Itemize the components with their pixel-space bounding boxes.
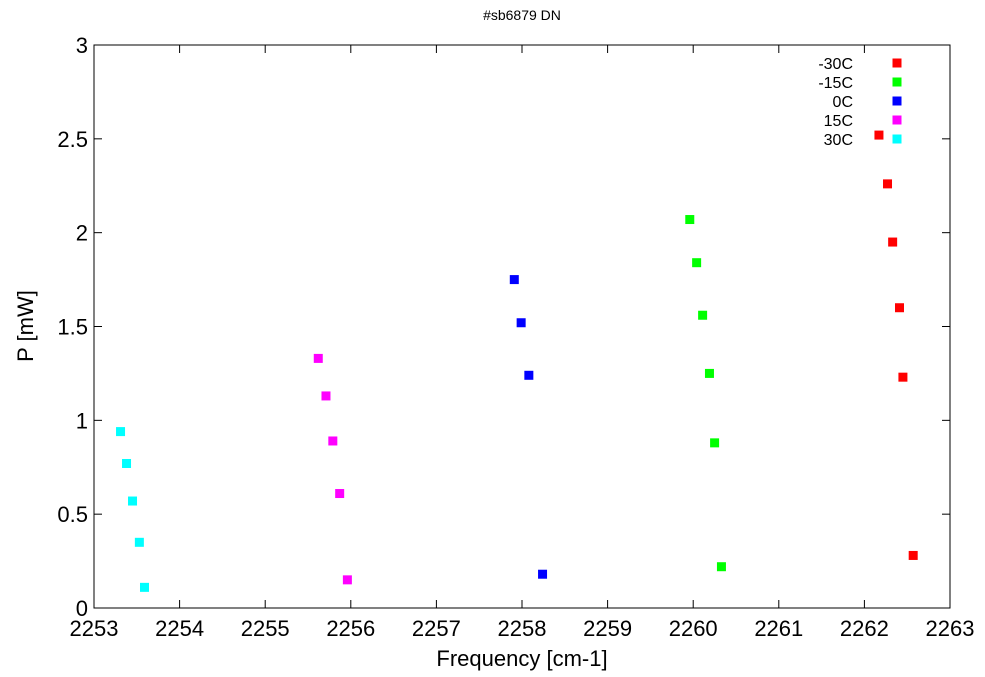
legend-label: -30C — [818, 56, 853, 73]
x-tick-label: 2253 — [70, 616, 119, 641]
x-tick-label: 2260 — [669, 616, 718, 641]
x-tick-label: 2259 — [583, 616, 632, 641]
y-tick-label: 0 — [76, 596, 88, 621]
legend-label: 15C — [824, 113, 853, 130]
chart-title: #sb6879 DN — [483, 7, 561, 23]
x-tick-label: 2262 — [840, 616, 889, 641]
point-series-0 — [908, 550, 918, 560]
x-tick-label: 2263 — [926, 616, 975, 641]
point-series-3 — [328, 436, 338, 446]
y-tick-label: 0.5 — [57, 502, 88, 527]
y-tick-label: 2 — [76, 221, 88, 246]
point-series-3 — [313, 353, 323, 363]
legend-label: 30C — [824, 132, 853, 149]
x-tick-label: 2258 — [498, 616, 547, 641]
y-axis: 0 0.5 1 1.5 2 2.5 3 — [57, 33, 950, 621]
legend-swatch — [892, 115, 902, 125]
point-series-1 — [710, 438, 720, 448]
point-series-1 — [685, 215, 695, 225]
legend: -30C -15C 0C 15C 30C — [818, 56, 902, 149]
x-tick-label: 2254 — [155, 616, 204, 641]
point-series-3 — [335, 489, 345, 499]
y-tick-label: 2.5 — [57, 127, 88, 152]
legend-label: 0C — [833, 94, 853, 111]
x-axis-label: Frequency [cm-1] — [436, 646, 607, 671]
y-tick-label: 1 — [76, 408, 88, 433]
point-series-1 — [692, 258, 702, 268]
point-series-2 — [516, 318, 526, 328]
legend-swatch — [892, 58, 902, 68]
y-tick-label: 3 — [76, 33, 88, 58]
point-series-0 — [888, 237, 898, 247]
point-series-3 — [342, 575, 352, 585]
y-tick-label: 1.5 — [57, 315, 88, 340]
legend-swatch — [892, 77, 902, 87]
point-series-1 — [716, 562, 726, 572]
y-axis-label: P [mW] — [13, 290, 38, 362]
legend-swatch — [892, 134, 902, 144]
point-series-2 — [538, 569, 548, 579]
x-tick-label: 2256 — [326, 616, 375, 641]
point-series-0 — [894, 303, 904, 313]
point-series-4 — [128, 496, 138, 506]
x-axis: 2253 2254 2255 2256 2257 2258 2259 2260 2261 2262… — [70, 45, 975, 641]
point-series-4 — [140, 582, 150, 592]
x-tick-label: 2255 — [241, 616, 290, 641]
point-series-2 — [524, 370, 534, 380]
point-series-0 — [883, 179, 893, 189]
point-series-4 — [134, 537, 144, 547]
point-series-4 — [122, 458, 132, 468]
point-series-1 — [704, 368, 714, 378]
point-series-1 — [698, 310, 708, 320]
x-tick-label: 2257 — [412, 616, 461, 641]
legend-swatch — [892, 96, 902, 106]
point-series-3 — [321, 391, 331, 401]
point-series-4 — [116, 427, 126, 437]
data-points — [116, 130, 918, 592]
legend-label: -15C — [818, 75, 853, 92]
point-series-0 — [874, 130, 884, 140]
point-series-0 — [898, 372, 908, 382]
x-tick-label: 2261 — [754, 616, 803, 641]
point-series-2 — [509, 275, 519, 285]
